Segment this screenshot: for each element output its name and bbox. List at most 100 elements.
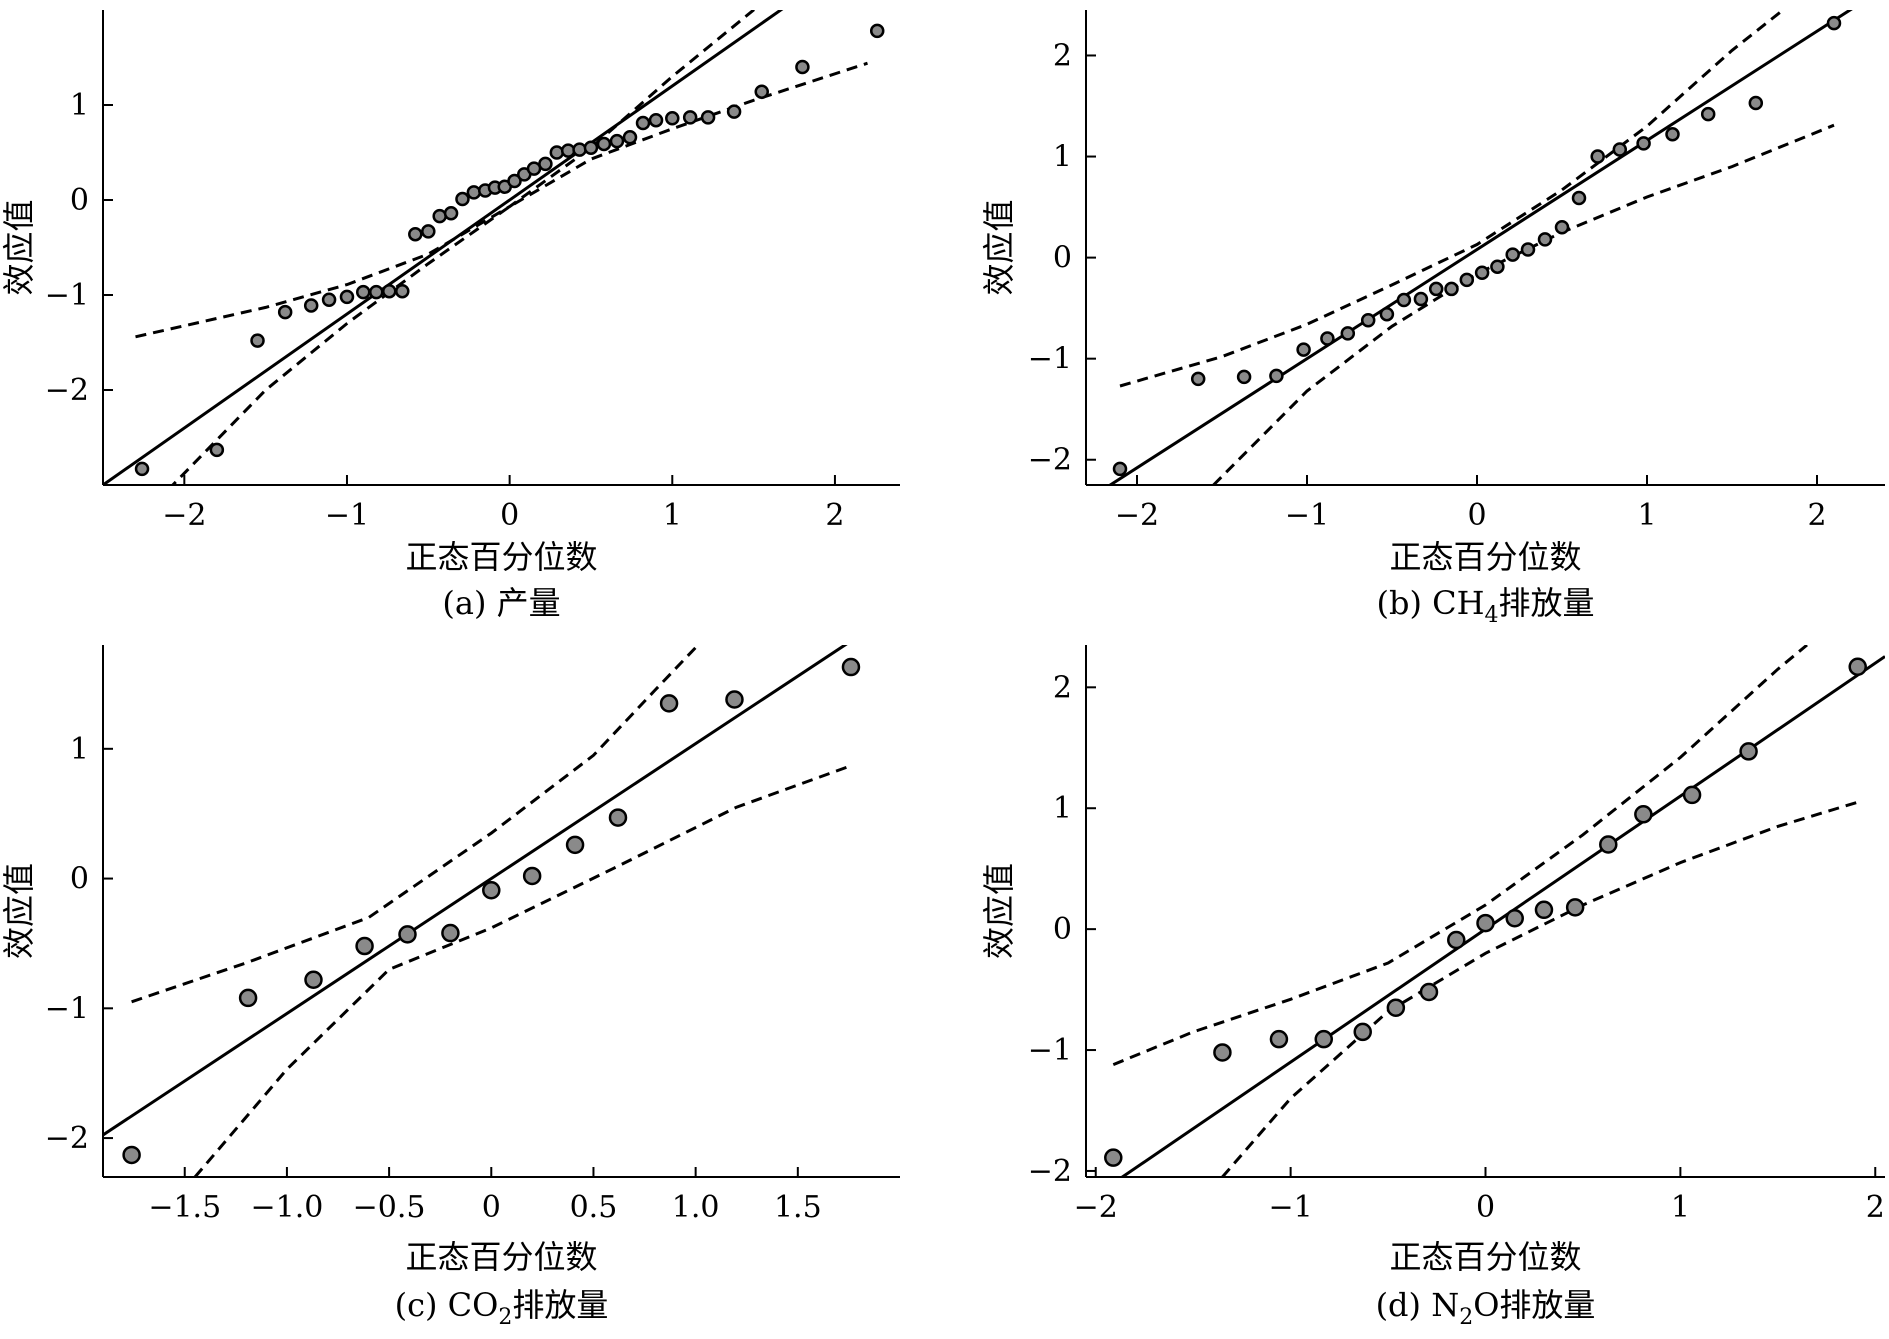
- data-point: [869, 23, 885, 39]
- x-tick-label: 0: [1467, 498, 1486, 533]
- y-tick-label: 2: [1053, 38, 1072, 73]
- y-tick-label: 1: [70, 732, 89, 767]
- x-tick-label: 1: [1671, 1190, 1690, 1225]
- data-point: [1612, 142, 1628, 157]
- data-point: [682, 110, 698, 125]
- data-point: [1459, 272, 1475, 288]
- data-point: [482, 880, 501, 900]
- data-point: [608, 808, 628, 827]
- data-point: [583, 140, 599, 155]
- y-tick-label: 0: [1053, 912, 1072, 947]
- data-point: [841, 657, 861, 677]
- data-point: [725, 690, 744, 709]
- panel-caption: (a) 产量: [442, 584, 560, 622]
- fit-line: [103, 10, 784, 485]
- data-point: [1634, 805, 1653, 824]
- y-tick-label: −2: [1028, 443, 1072, 478]
- data-point: [277, 304, 293, 320]
- y-tick-label: −1: [1028, 1033, 1072, 1068]
- data-point: [1826, 15, 1842, 31]
- lower-confidence-band: [1212, 123, 1835, 485]
- data-point: [700, 110, 716, 125]
- x-tick-label: 1: [663, 498, 682, 533]
- y-tick-label: 1: [1053, 140, 1072, 175]
- x-tick-label: 0: [500, 498, 519, 533]
- data-point: [1269, 1029, 1289, 1049]
- panel-2: −1.5 −1.0 −0.5 0 0.5 1.0 1.5 −2 −1 0 1 正态百分位数 效应值 (c)…: [0, 645, 900, 1330]
- fit-line: [1107, 10, 1853, 485]
- x-tick-label: 2: [1866, 1190, 1885, 1225]
- data-point: [1571, 190, 1587, 206]
- data-point: [1520, 242, 1536, 257]
- panel-1: −2 −1 0 1 2 −2 −1 0 1 2 正态百分位数 效应值 (b) CH4排放量: [980, 10, 1885, 628]
- data-point: [443, 206, 459, 221]
- y-tick-label: 1: [70, 88, 89, 123]
- data-point: [1340, 326, 1356, 341]
- data-point: [622, 130, 638, 145]
- data-point: [1428, 281, 1444, 297]
- x-tick-label: 1.5: [774, 1190, 822, 1225]
- data-point: [522, 866, 542, 886]
- x-tick-label: −2: [162, 498, 206, 533]
- data-point: [1682, 785, 1702, 805]
- x-tick-label: −0.5: [353, 1190, 426, 1225]
- x-axis-title: 正态百分位数: [405, 1238, 597, 1276]
- x-tick-label: −2: [1115, 498, 1159, 533]
- data-point: [304, 970, 323, 990]
- data-point: [648, 112, 664, 128]
- data-point: [795, 59, 810, 75]
- data-point: [1444, 281, 1459, 297]
- y-tick-label: −2: [45, 373, 89, 408]
- data-point: [1590, 149, 1605, 164]
- y-tick-label: 2: [1053, 670, 1072, 705]
- data-point: [1474, 265, 1490, 281]
- data-point: [122, 1145, 141, 1165]
- upper-confidence-band: [1112, 645, 1808, 1066]
- x-axis-title: 正态百分位数: [1389, 538, 1581, 576]
- lower-confidence-band: [170, 61, 868, 485]
- data-point: [339, 289, 355, 305]
- data-point: [1554, 220, 1570, 235]
- x-axis-title: 正态百分位数: [1389, 1238, 1581, 1276]
- data-point: [1190, 371, 1206, 387]
- y-tick-label: −1: [1028, 342, 1072, 377]
- data-point: [1537, 232, 1553, 247]
- data-point: [1505, 909, 1524, 928]
- x-tick-label: −1: [1285, 498, 1329, 533]
- data-point: [1490, 259, 1505, 274]
- data-point: [1379, 306, 1395, 322]
- data-point: [572, 142, 587, 157]
- x-tick-label: 2: [1807, 498, 1826, 533]
- data-point: [1413, 291, 1429, 307]
- lower-confidence-band: [1221, 800, 1859, 1177]
- data-point: [1565, 898, 1585, 917]
- data-point: [565, 835, 585, 855]
- y-tick-label: −2: [1028, 1154, 1072, 1189]
- data-point: [726, 104, 742, 119]
- data-point: [538, 156, 553, 172]
- x-tick-label: 2: [825, 498, 844, 533]
- data-point: [1236, 369, 1252, 385]
- data-point: [455, 191, 470, 207]
- x-tick-label: −2: [1074, 1190, 1118, 1225]
- data-point: [382, 283, 397, 299]
- data-point: [1269, 368, 1284, 384]
- y-tick-label: 0: [70, 862, 89, 897]
- data-point: [441, 923, 460, 943]
- data-point: [754, 84, 769, 99]
- data-point: [1636, 136, 1651, 151]
- data-point: [134, 461, 150, 477]
- data-point: [659, 694, 679, 713]
- panel-caption: (c) CO2排放量: [395, 1286, 609, 1330]
- x-tick-label: 0: [482, 1190, 501, 1225]
- data-point: [1476, 913, 1495, 933]
- data-point: [609, 133, 625, 149]
- data-point: [432, 208, 447, 224]
- data-point: [395, 283, 410, 299]
- data-point: [1447, 930, 1466, 950]
- x-tick-label: 0: [1476, 1190, 1495, 1225]
- data-point: [1213, 1043, 1232, 1062]
- data-point: [1296, 342, 1311, 357]
- y-tick-label: −2: [45, 1121, 89, 1156]
- x-tick-label: −1: [325, 498, 369, 533]
